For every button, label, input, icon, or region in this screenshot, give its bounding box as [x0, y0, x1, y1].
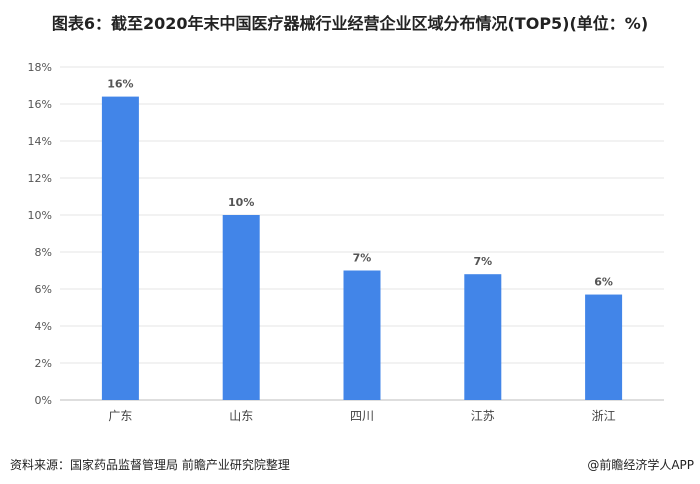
bar: [101, 96, 139, 400]
bar: [585, 294, 623, 400]
source-note: 资料来源：国家药品监督管理局 前瞻产业研究院整理: [10, 458, 290, 472]
x-tick-label: 山东: [229, 409, 253, 423]
bars: [101, 96, 623, 400]
y-tick-label: 0%: [35, 394, 52, 407]
x-tick-label: 江苏: [471, 409, 495, 423]
y-tick-label: 6%: [35, 283, 52, 296]
x-tick-label: 浙江: [592, 409, 616, 423]
y-tick-label: 4%: [35, 320, 52, 333]
y-tick-label: 14%: [28, 135, 52, 148]
y-tick-label: 18%: [28, 61, 52, 74]
data-label: 7%: [353, 252, 372, 265]
y-tick-label: 8%: [35, 246, 52, 259]
y-tick-label: 10%: [28, 209, 52, 222]
data-label: 10%: [228, 196, 254, 209]
data-label: 16%: [107, 78, 133, 91]
x-tick-label: 四川: [350, 409, 374, 423]
bar: [222, 215, 260, 400]
x-axis-ticks: 广东 山东 四川 江苏 浙江: [108, 409, 615, 423]
bar: [343, 270, 381, 400]
data-label: 6%: [594, 276, 613, 289]
bar: [464, 274, 502, 400]
y-tick-label: 16%: [28, 98, 52, 111]
chart-title: 图表6：截至2020年末中国医疗器械行业经营企业区域分布情况(TOP5)(单位：…: [51, 14, 649, 33]
bar-chart: 0% 2% 4% 6% 8% 10% 12% 14% 16% 18% 16% 10% 7% 7% 6% 广…: [28, 61, 664, 423]
y-tick-label: 2%: [35, 357, 52, 370]
x-tick-label: 广东: [108, 409, 132, 423]
data-labels: 16% 10% 7% 7% 6%: [107, 78, 613, 289]
data-label: 7%: [473, 255, 492, 268]
grid-lines: [60, 66, 664, 401]
credit-note: @前瞻经济学人APP: [587, 458, 694, 472]
y-axis-ticks: 0% 2% 4% 6% 8% 10% 12% 14% 16% 18%: [28, 61, 52, 407]
y-tick-label: 12%: [28, 172, 52, 185]
